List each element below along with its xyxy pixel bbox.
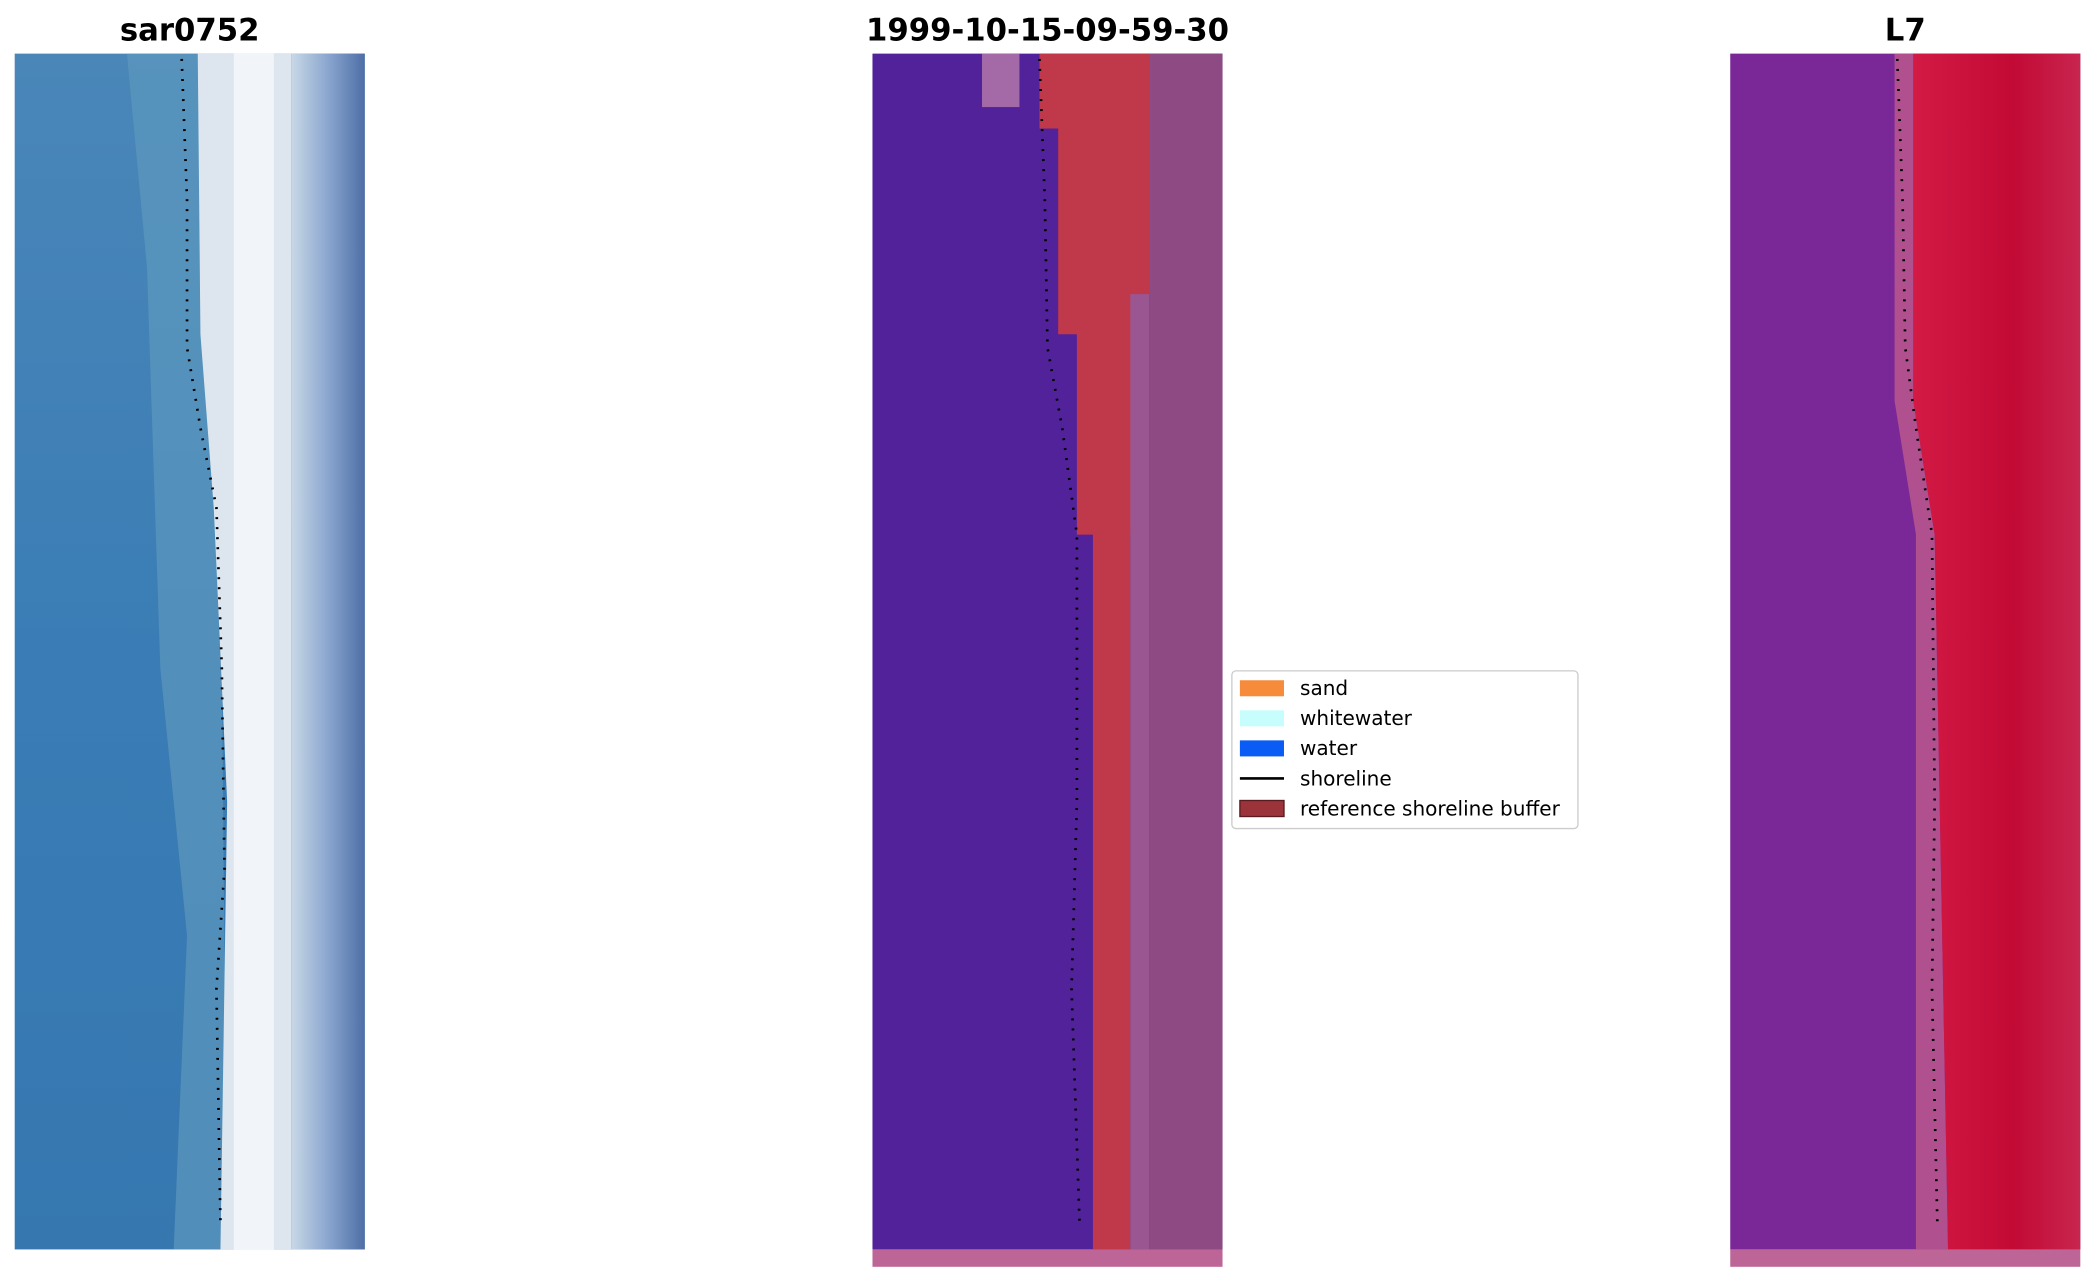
panel-title: sar0752 (120, 12, 260, 48)
image-panel (1730, 53, 2081, 1267)
legend-patch (1239, 799, 1285, 818)
legend-label: sand (1300, 676, 1348, 700)
legend-patch (1239, 740, 1284, 757)
panel-title: L7 (1885, 12, 1926, 48)
image-panel (872, 53, 1223, 1267)
legend-label: reference shoreline buffer (1300, 796, 1561, 820)
panel-title: 1999-10-15-09-59-30 (866, 12, 1229, 48)
legend-label: water (1300, 736, 1358, 760)
legend-patch (1239, 680, 1284, 697)
legend-label: shoreline (1300, 766, 1392, 790)
legend-label: whitewater (1300, 706, 1413, 730)
legend-patch (1239, 710, 1284, 727)
legend: sand whitewater water shoreline reference sh… (1231, 670, 1579, 830)
image-panel (14, 53, 365, 1250)
